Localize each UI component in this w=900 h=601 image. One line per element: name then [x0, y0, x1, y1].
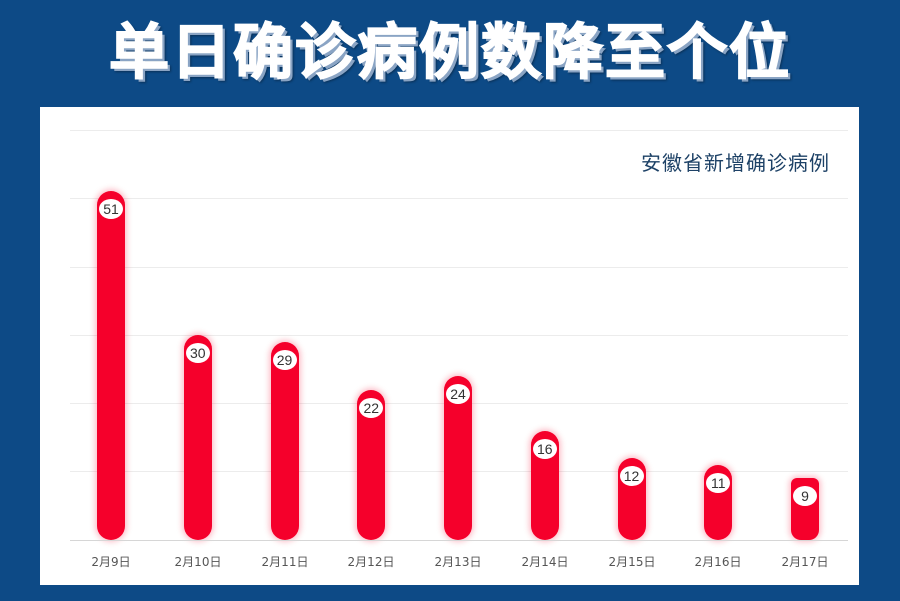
bar-value-label: 24 — [446, 384, 470, 404]
bar: 51 — [97, 191, 125, 540]
bar: 12 — [617, 458, 646, 540]
bar: 9 — [791, 478, 819, 540]
bar: 30 — [183, 335, 212, 540]
x-tick-label: 2月13日 — [434, 555, 482, 569]
x-tick-label: 2月12日 — [347, 555, 395, 569]
bar: 24 — [444, 376, 472, 540]
headline: 单日确诊病例数降至个位 — [108, 17, 791, 89]
gridline — [70, 130, 848, 131]
bar-value-label: 12 — [619, 466, 644, 486]
x-tick-label: 2月15日 — [608, 555, 656, 569]
x-tick-label: 2月11日 — [261, 555, 309, 569]
x-axis-baseline — [70, 540, 848, 541]
bar: 11 — [704, 465, 733, 540]
chart-title: 安徽省新增确诊病例 — [641, 151, 830, 175]
x-tick-label: 2月17日 — [781, 555, 829, 569]
bar: 22 — [357, 390, 386, 540]
bar-value-label: 51 — [99, 199, 123, 219]
x-tick-label: 2月10日 — [174, 555, 222, 569]
bar-value-label: 30 — [185, 343, 210, 363]
bar-value-label: 22 — [359, 398, 384, 418]
bar-value-label: 9 — [793, 486, 817, 506]
gridline — [70, 267, 848, 268]
x-tick-label: 2月16日 — [694, 555, 742, 569]
bar: 16 — [530, 431, 559, 540]
x-tick-label: 2月9日 — [91, 555, 131, 569]
bar-value-label: 11 — [706, 473, 731, 493]
bar-value-label: 16 — [532, 439, 557, 459]
gridline — [70, 198, 848, 199]
bar: 29 — [270, 342, 299, 540]
bar-value-label: 29 — [272, 350, 297, 370]
x-tick-label: 2月14日 — [521, 555, 569, 569]
gridline — [70, 335, 848, 336]
chart-panel: 安徽省新增确诊病例 51 30 29 22 24 16 12 11 9 2月9日 2月10日 2… — [40, 107, 859, 585]
